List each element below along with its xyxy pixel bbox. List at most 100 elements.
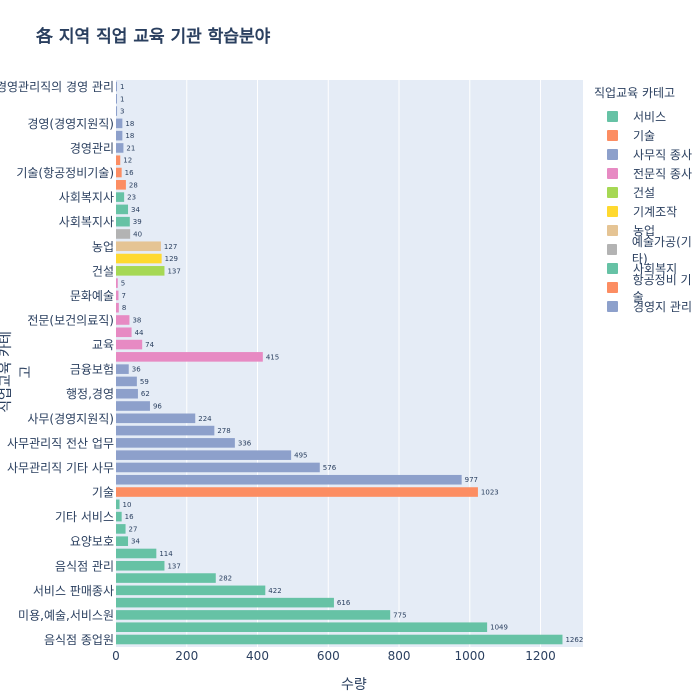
legend-label: 항공정비 기술 [632, 272, 692, 304]
bar [116, 610, 391, 620]
legend-swatch [607, 282, 618, 293]
x-tick-labels: 0 200 400 600 800 1000 1200 [112, 649, 556, 663]
value-label: 336 [238, 439, 252, 447]
legend-label: 사회복지 [633, 262, 678, 276]
bar [116, 560, 165, 571]
y-tick-label: 음식점 종업원 [44, 633, 114, 647]
bar [116, 339, 143, 350]
legend-label: 건설 [633, 186, 656, 200]
legend-swatch [607, 244, 617, 255]
bar [116, 597, 334, 608]
legend-label: 기계조작 [633, 205, 678, 219]
legend-label: 예술가공(기타) [631, 234, 692, 266]
bar [116, 327, 132, 338]
value-label: 576 [323, 464, 337, 472]
legend-label: 사무직 종사 [633, 148, 693, 162]
legend-item[interactable]: 기계조작 [594, 202, 700, 221]
y-tick-label: 경영관리직의 경영 관리 [0, 80, 114, 94]
value-labels: 1262104977561642228213711434271610102397… [120, 83, 583, 644]
bar [116, 315, 130, 325]
value-label: 38 [132, 316, 141, 324]
legend-item[interactable]: 전문직 종사 [594, 164, 700, 183]
bar [116, 536, 129, 546]
value-label: 616 [337, 599, 351, 607]
x-tick-label: 200 [175, 649, 198, 663]
value-label: 8 [122, 304, 126, 312]
y-tick-label: 사무(경영지원직) [27, 412, 114, 426]
value-label: 137 [167, 267, 180, 275]
bar [116, 376, 137, 387]
x-tick-label: 600 [317, 649, 340, 663]
value-label: 129 [165, 255, 178, 263]
bar [116, 143, 124, 153]
legend-item[interactable]: 예술가공(기타) [594, 235, 700, 266]
legend-swatch [607, 225, 618, 236]
y-tick-label: 사회복지사 [59, 191, 114, 205]
legend: 직업교육 카테고 서비스 기술 사무직 종사 전문직 종사 건설 기계조작 농업 예술가공(기… [594, 84, 700, 316]
bar [116, 204, 129, 215]
bar [116, 352, 263, 362]
y-tick-labels: 음식점 종업원 미용,예술,서비스원 서비스 판매종사 음식점 관리 요양보호 기타 서비… [0, 80, 114, 647]
value-label: 40 [133, 230, 142, 238]
y-tick-label: 금융보험 [70, 363, 114, 377]
legend-item[interactable]: 사회복지 [594, 259, 700, 278]
value-label: 27 [129, 525, 138, 533]
bar [116, 585, 266, 596]
value-label: 422 [268, 587, 281, 595]
value-label: 36 [132, 366, 141, 374]
value-label: 137 [167, 562, 180, 570]
legend-item[interactable]: 항공정비 기술 [594, 273, 700, 304]
bar [116, 118, 123, 129]
bar [116, 93, 117, 104]
bar [116, 364, 129, 374]
legend-item[interactable]: 기술 [594, 126, 700, 145]
value-label: 34 [131, 206, 140, 214]
y-tick-label: 사회복지사 [59, 215, 114, 229]
value-label: 1049 [490, 624, 508, 632]
bar [116, 192, 125, 202]
y-tick-label: 미용,예술,서비스원 [18, 608, 114, 622]
legend-item[interactable]: 서비스 [594, 107, 700, 126]
y-tick-label: 기타 서비스 [55, 510, 114, 524]
value-label: 44 [135, 329, 144, 337]
legend-item[interactable]: 건설 [594, 183, 700, 202]
value-label: 10 [123, 501, 132, 509]
value-label: 282 [219, 575, 232, 583]
y-tick-label: 요양보호 [70, 535, 114, 549]
value-label: 18 [125, 120, 134, 128]
value-label: 39 [133, 218, 142, 226]
y-tick-label: 기술 [92, 486, 114, 500]
legend-swatch [607, 130, 618, 141]
legend-swatch [607, 206, 618, 217]
legend-swatch [607, 187, 618, 198]
legend-item[interactable]: 사무직 종사 [594, 145, 700, 164]
value-label: 415 [266, 353, 279, 361]
value-label: 59 [140, 378, 149, 386]
y-tick-label: 기술(항공정비기술) [16, 166, 114, 180]
legend-item[interactable]: 경영지 관리 [594, 297, 700, 316]
value-label: 495 [294, 452, 307, 460]
x-tick-label: 800 [388, 649, 411, 663]
value-label: 977 [465, 476, 478, 484]
x-tick-label: 1000 [455, 649, 486, 663]
bar [116, 548, 157, 559]
legend-label: 기술 [633, 129, 656, 143]
y-tick-label: 행정,경영 [66, 386, 114, 401]
legend-swatch [607, 111, 618, 122]
bar [116, 106, 118, 116]
value-label: 7 [121, 292, 125, 300]
value-label: 18 [125, 132, 134, 140]
bar [116, 229, 131, 239]
legend-item[interactable]: 농업 [594, 221, 700, 240]
bar [116, 167, 122, 178]
bar [116, 524, 126, 534]
bar [116, 474, 462, 485]
value-label: 114 [159, 550, 173, 558]
x-tick-label: 400 [246, 649, 269, 663]
value-label: 775 [393, 611, 406, 619]
y-tick-label: 서비스 판매종사 [33, 584, 114, 598]
value-label: 3 [120, 108, 124, 116]
legend-label: 서비스 [633, 110, 667, 124]
